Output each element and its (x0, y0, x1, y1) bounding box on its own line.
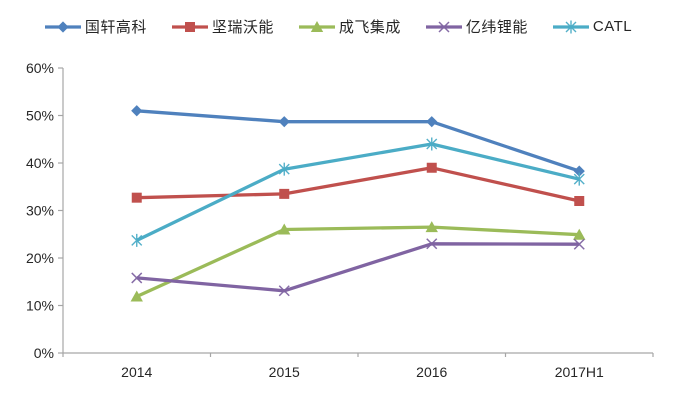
series-line-3 (136, 225, 580, 299)
y-tick-label: 20% (26, 250, 54, 266)
chart-legend: 国轩高科 坚瑞沃能 成飞集成 亿纬锂能 CATL (0, 16, 676, 37)
series-line-4 (136, 242, 580, 293)
series-line-1 (136, 109, 580, 173)
series-line-2 (136, 166, 580, 203)
legend-label: 亿纬锂能 (465, 19, 528, 36)
legend-label: 国轩高科 (84, 19, 147, 36)
triangle-marker-icon (298, 20, 335, 32)
legend-label: CATL (592, 18, 633, 35)
series-line-5 (136, 142, 580, 242)
y-tick-label: 30% (26, 203, 54, 219)
legend-label: 成飞集成 (338, 19, 401, 36)
legend-item-5: CATL (552, 18, 632, 35)
legend-item-4: 亿纬锂能 (425, 16, 528, 37)
legend-item-1: 国轩高科 (44, 16, 147, 37)
legend-item-2: 坚瑞沃能 (171, 16, 274, 37)
x-marker-icon (425, 20, 462, 33)
x-tick-label: 2017H1 (555, 364, 604, 380)
y-tick-label: 10% (26, 298, 54, 314)
diamond-marker-icon (44, 20, 81, 33)
y-tick-label: 50% (26, 108, 54, 124)
y-tick-label: 0% (34, 345, 54, 361)
asterisk-marker-icon (552, 20, 589, 33)
y-tick-label: 60% (26, 60, 54, 76)
square-marker-icon (171, 21, 208, 32)
x-tick-label: 2015 (269, 364, 300, 380)
legend-label: 坚瑞沃能 (211, 19, 274, 36)
x-tick-label: 2016 (416, 364, 447, 380)
x-tick-label: 2014 (121, 364, 152, 380)
legend-item-3: 成飞集成 (298, 16, 401, 37)
y-tick-label: 40% (26, 155, 54, 171)
